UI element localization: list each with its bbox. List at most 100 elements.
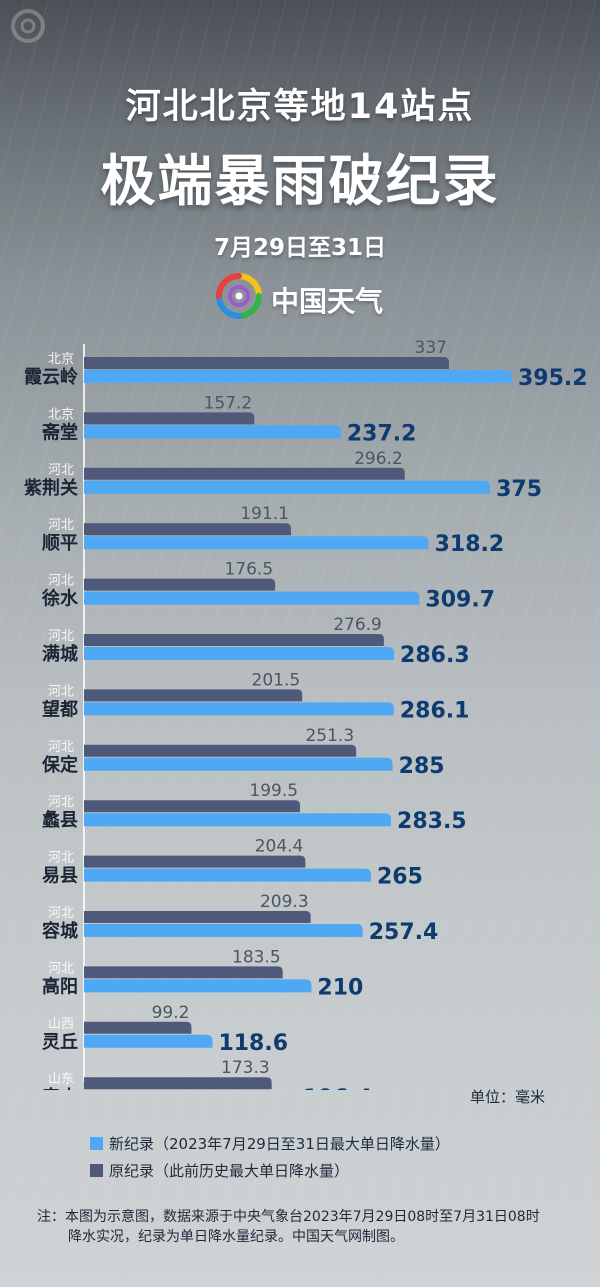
new-record-value: 286.3 [400,643,470,668]
old-record-bar [84,578,276,591]
station-label: 霞云岭 [24,366,78,388]
new-record-value: 395.2 [518,366,588,391]
old-record-value: 199.5 [249,781,298,801]
old-record-bar [84,1077,272,1090]
legend-new: 新纪录（2023年7月29日至31日最大单日降水量） [90,1133,450,1154]
old-record-bar [84,634,384,646]
new-record-value: 309.7 [425,588,495,613]
new-record-value: 210 [317,975,363,1000]
old-record-bar [84,357,449,369]
station-label: 泰山 [41,1086,78,1090]
old-record-value: 337 [415,338,447,358]
province-label: 山东 [48,1072,74,1087]
station-label: 斋堂 [41,421,78,443]
province-label: 河北 [48,629,74,644]
new-record-bar [84,757,393,771]
station-label: 顺平 [42,533,78,554]
new-record-bar [84,480,491,494]
new-record-bar [84,813,392,827]
old-record-bar [84,744,357,757]
province-label: 河北 [48,518,74,533]
new-record-bar [84,868,371,882]
old-record-bar [84,1021,192,1034]
new-record-bar [84,924,363,937]
new-record-value: 257.4 [369,920,439,945]
old-record-value: 99.2 [152,1003,190,1023]
new-record-bar [84,647,395,660]
station-label: 紫荆关 [24,477,78,499]
china-weather-logo-icon [216,273,262,319]
province-label: 河北 [48,851,74,866]
title-line1: 河北北京等地14站点 [125,87,475,127]
old-record-value: 157.2 [204,393,253,413]
new-record-value: 285 [399,754,445,779]
new-record-bar [84,979,312,993]
station-label: 易县 [42,866,78,887]
note-line1: 本图为示意图，数据来源于中央气象台2023年7月29日08时至7月31日08时 [65,1209,540,1225]
legend-new-label: 新纪录（2023年7月29日至31日最大单日降水量） [109,1135,450,1153]
legend-old-label: 原纪录（此前历史最大单日降水量） [109,1162,350,1180]
rainfall-bar-chart: 337395.2北京霞云岭157.2237.2北京斋堂296.2375河北紫荆关… [24,338,588,1090]
station-label: 灵丘 [42,1032,78,1053]
new-record-value: 237.2 [347,421,417,446]
old-record-bar [84,855,306,868]
province-label: 北京 [48,407,74,422]
province-label: 河北 [48,961,74,976]
station-label: 容城 [42,920,78,942]
province-label: 河北 [48,740,74,755]
new-record-value: 375 [496,477,542,502]
note-label: 注： [37,1209,65,1225]
station-label: 满城 [42,643,78,665]
province-label: 山西 [48,1017,74,1032]
old-record-value: 183.5 [232,947,281,967]
old-record-bar [84,467,405,480]
weather-logo-icon [11,9,45,43]
province-label: 河北 [48,906,74,921]
old-record-value: 204.4 [255,837,304,857]
station-label: 高阳 [42,975,78,997]
old-record-value: 209.3 [260,892,309,912]
date-range: 7月29日至31日 [213,235,387,261]
old-record-bar [84,689,303,702]
note-line2: 降水实况，纪录为单日降水量纪录。中国天气网制图。 [68,1229,404,1245]
old-record-value: 251.3 [305,726,354,746]
old-record-bar [84,911,311,923]
old-record-value: 176.5 [224,560,273,580]
legend-old: 原纪录（此前历史最大单日降水量） [90,1160,349,1181]
old-record-bar [84,523,291,536]
province-label: 河北 [48,795,74,810]
old-record-bar [84,800,301,813]
title-line2: 极端暴雨破纪录 [100,149,500,213]
province-label: 北京 [48,352,74,367]
new-record-bar [84,536,429,550]
new-record-value: 283.5 [397,809,467,834]
brand: 中国天气 [213,270,413,326]
legend-old-swatch [90,1164,103,1177]
brand-name: 中国天气 [271,285,384,318]
new-record-bar [84,591,420,605]
old-record-value: 296.2 [354,449,403,469]
old-record-value: 173.3 [221,1058,270,1078]
new-record-value: 318.2 [435,532,505,557]
station-label: 保定 [41,754,78,776]
unit-label: 单位：毫米 [470,1088,546,1106]
new-record-bar [84,370,512,383]
new-record-value: 118.6 [218,1031,288,1056]
old-record-value: 201.5 [252,670,301,690]
old-record-bar [84,966,283,979]
new-record-value: 286.1 [400,698,470,723]
station-label: 徐水 [41,588,79,610]
province-label: 河北 [48,463,74,478]
old-record-value: 276.9 [333,615,382,635]
new-record-bar [84,425,341,439]
new-record-bar [84,702,394,716]
footnote: 注：本图为示意图，数据来源于中央气象台2023年7月29日08时至7月31日08… [37,1207,572,1247]
old-record-bar [84,412,255,425]
new-record-value: 196.4 [303,1086,373,1090]
province-label: 河北 [48,684,74,699]
station-label: 望都 [42,698,78,720]
province-label: 河北 [48,574,74,589]
old-record-value: 191.1 [240,504,289,524]
new-record-bar [84,1034,213,1048]
new-record-value: 265 [377,865,423,890]
